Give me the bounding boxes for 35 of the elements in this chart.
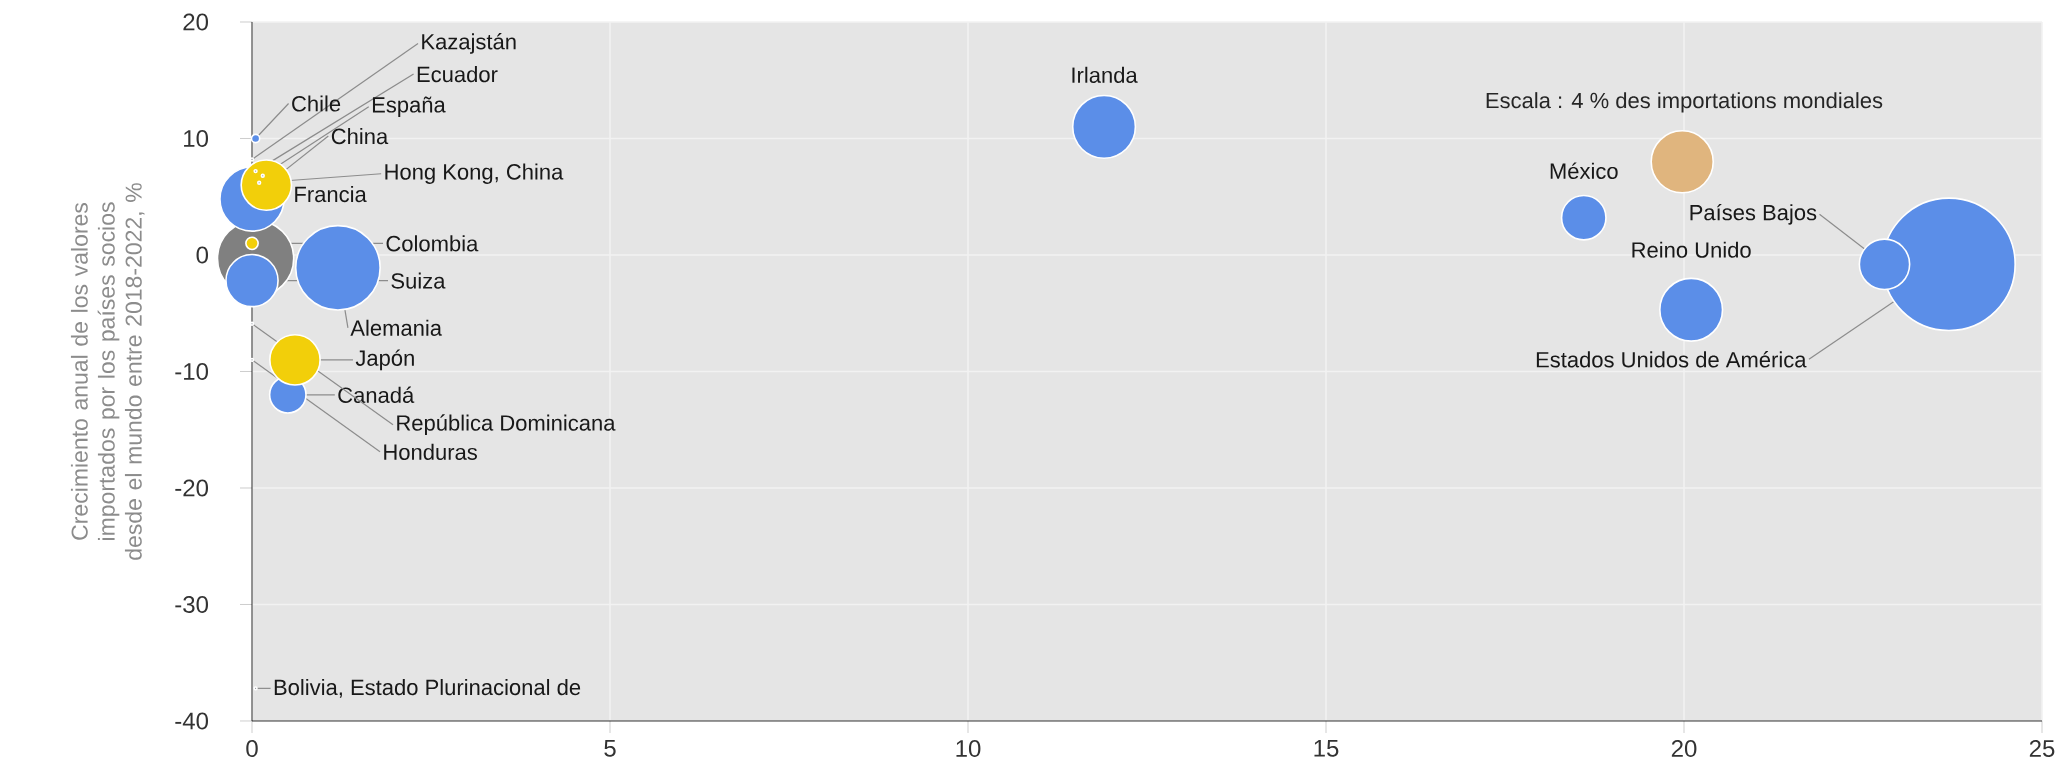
annotation: Suiza bbox=[391, 272, 446, 289]
annotation: Colombia bbox=[386, 235, 479, 252]
annotation: Ecuador bbox=[417, 66, 498, 83]
annotation: Kazajstán bbox=[422, 33, 516, 54]
annotation: Honduras bbox=[384, 443, 477, 460]
y-tick-label: -30 bbox=[175, 596, 209, 613]
x-tick-label: 5 bbox=[604, 740, 616, 757]
annotation: Alemania bbox=[350, 319, 443, 336]
x-tick-label: 0 bbox=[246, 740, 258, 758]
annotation: Hong Kong, China bbox=[385, 163, 564, 184]
annotation: Irlanda bbox=[1072, 66, 1138, 83]
annotation: China bbox=[331, 128, 389, 145]
x-tick-label: 25 bbox=[2029, 740, 2055, 758]
annotation: Países Bajos bbox=[1690, 203, 1817, 225]
y-tick-label: -20 bbox=[175, 479, 209, 497]
annotation: España bbox=[372, 96, 446, 117]
legend-label: Escala : 4 % des importations mondiales bbox=[1486, 92, 1883, 113]
annotation: Reino Unido bbox=[1632, 241, 1751, 258]
x-tick-label: 20 bbox=[1671, 740, 1697, 758]
annotation: Francia bbox=[295, 186, 367, 203]
y-axis-title: Crecimiento anual de los valores importados por los países socios desde el mundo entre 2018-2022, % bbox=[70, 183, 145, 560]
y-tick-label: 0 bbox=[196, 246, 209, 264]
annotation: Canadá bbox=[338, 386, 415, 403]
annotation: Bolivia, Estado Plurinacional de bbox=[274, 679, 581, 698]
y-tick-label: 10 bbox=[184, 130, 209, 147]
y-tick-label: 20 bbox=[183, 13, 209, 31]
annotation: Japón bbox=[355, 349, 414, 371]
annotation: Chile bbox=[292, 95, 341, 112]
annotation: Estados Unidos de América bbox=[1536, 351, 1807, 368]
annotation: República Dominicana bbox=[397, 414, 616, 436]
x-tick-label: 10 bbox=[956, 740, 981, 758]
x-tick-label: 15 bbox=[1314, 740, 1339, 757]
y-tick-label: -10 bbox=[175, 363, 209, 380]
y-tick-label: -40 bbox=[175, 712, 209, 730]
annotation: México bbox=[1550, 162, 1618, 179]
